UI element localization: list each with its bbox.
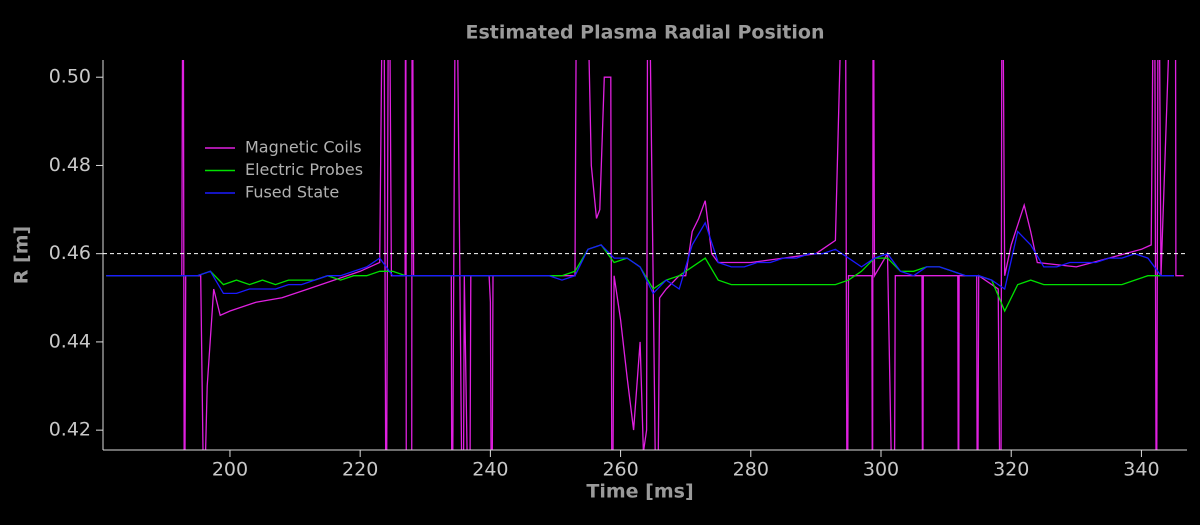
data-line	[106, 60, 1184, 450]
data-line	[106, 221, 1174, 295]
legend-label: Electric Probes	[245, 160, 363, 179]
y-tick-label: 0.48	[49, 154, 91, 176]
x-tick-label: 280	[733, 459, 769, 481]
legend: Magnetic Coils Electric Probes Fused State	[205, 138, 363, 202]
y-tick-label: 0.44	[49, 330, 91, 352]
y-tick-label: 0.42	[49, 419, 91, 441]
y-tick-label: 0.50	[49, 66, 91, 88]
x-axis-label: Time [ms]	[586, 481, 693, 503]
x-tick-label: 200	[212, 459, 248, 481]
legend-label: Magnetic Coils	[245, 138, 362, 157]
x-tick-label: 320	[993, 459, 1029, 481]
legend-label: Fused State	[245, 183, 339, 202]
plot-area	[106, 60, 1184, 450]
x-tick-label: 220	[342, 459, 378, 481]
x-tick-label: 340	[1123, 459, 1159, 481]
y-tick-label: 0.46	[49, 242, 91, 264]
y-axis-label: R [m]	[11, 226, 33, 284]
x-tick-label: 240	[472, 459, 508, 481]
x-tick-label: 260	[602, 459, 638, 481]
chart-title: Estimated Plasma Radial Position	[466, 22, 825, 44]
x-tick-label: 300	[863, 459, 899, 481]
